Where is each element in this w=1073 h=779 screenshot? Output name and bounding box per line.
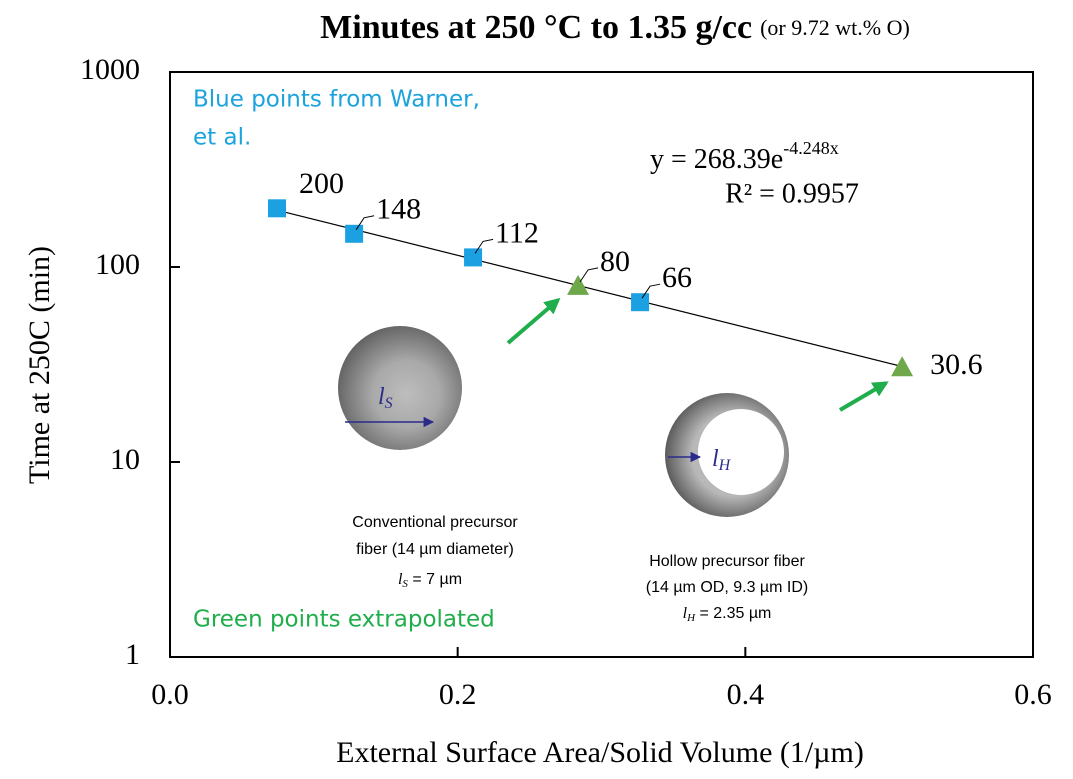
hollow-radius-symbol: lH xyxy=(712,446,732,474)
leader xyxy=(641,283,661,299)
chart-title: Minutes at 250 °C to 1.35 g/cc xyxy=(320,9,752,46)
data-label: 200 xyxy=(299,167,344,200)
solid-radius-symbol: lS xyxy=(378,384,393,412)
caption: Hollow precursor fiber xyxy=(649,553,805,570)
solid-fiber xyxy=(338,326,462,450)
symbol-sub: S xyxy=(385,395,393,412)
point xyxy=(891,356,914,377)
hollow-core xyxy=(698,409,784,495)
trendline xyxy=(276,209,903,368)
caption: lS = 7 µm xyxy=(398,571,462,590)
data-label: 30.6 xyxy=(930,348,983,381)
point xyxy=(345,224,364,243)
caption-value: = 7 µm xyxy=(408,571,462,588)
equation-main: y = 268.39e xyxy=(650,144,783,175)
symbol: l xyxy=(378,384,385,410)
y-tick-label: 10 xyxy=(110,443,140,476)
plot-frame xyxy=(169,71,1034,658)
note: et al. xyxy=(193,125,251,151)
chart-title-group: Minutes at 250 °C to 1.35 g/cc (or 9.72 w… xyxy=(320,9,910,46)
equation-power: -4.248x xyxy=(783,138,839,158)
symbol: l xyxy=(712,446,719,472)
green-arrow xyxy=(506,297,561,345)
caption: fiber (14 µm diameter) xyxy=(356,541,514,558)
note: Blue points from Warner, xyxy=(193,87,480,113)
y-tick-label: 1000 xyxy=(80,53,140,86)
y-tick-label: 1 xyxy=(125,638,140,671)
leader xyxy=(474,238,494,254)
leader xyxy=(355,215,375,231)
point xyxy=(464,248,483,267)
leader xyxy=(579,267,599,283)
symbol-sub: H xyxy=(686,612,696,624)
symbol: l xyxy=(398,571,403,588)
x-tick-label: 0.0 xyxy=(151,678,189,711)
data-label: 80 xyxy=(600,245,630,278)
symbol: l xyxy=(683,605,688,622)
note: Green points extrapolated xyxy=(193,607,495,633)
point xyxy=(631,293,650,312)
x-tick-label: 0.6 xyxy=(1014,678,1052,711)
equation: y = 268.39e-4.248x xyxy=(650,138,839,175)
symbol-sub: H xyxy=(718,457,732,474)
symbol-sub: S xyxy=(402,578,408,590)
caption: Conventional precursor xyxy=(352,514,518,531)
chart-subtitle: (or 9.72 wt.% O) xyxy=(760,15,910,40)
point xyxy=(567,274,590,295)
x-axis-label: External Surface Area/Solid Volume (1/µm… xyxy=(336,736,864,769)
point xyxy=(268,199,287,218)
caption-value: = 2.35 µm xyxy=(695,605,771,622)
data-label: 112 xyxy=(495,216,539,249)
x-tick-label: 0.4 xyxy=(727,678,765,711)
data-label: 148 xyxy=(376,193,421,226)
x-tick-label: 0.2 xyxy=(439,678,477,711)
y-tick-label: 100 xyxy=(95,248,140,281)
y-axis-label: Time at 250C (min) xyxy=(23,246,56,484)
data-label: 66 xyxy=(662,261,692,294)
green-arrow xyxy=(838,381,889,412)
r-squared: R² = 0.9957 xyxy=(725,178,859,209)
caption: (14 µm OD, 9.3 µm ID) xyxy=(646,579,808,596)
caption: lH = 2.35 µm xyxy=(683,605,772,624)
